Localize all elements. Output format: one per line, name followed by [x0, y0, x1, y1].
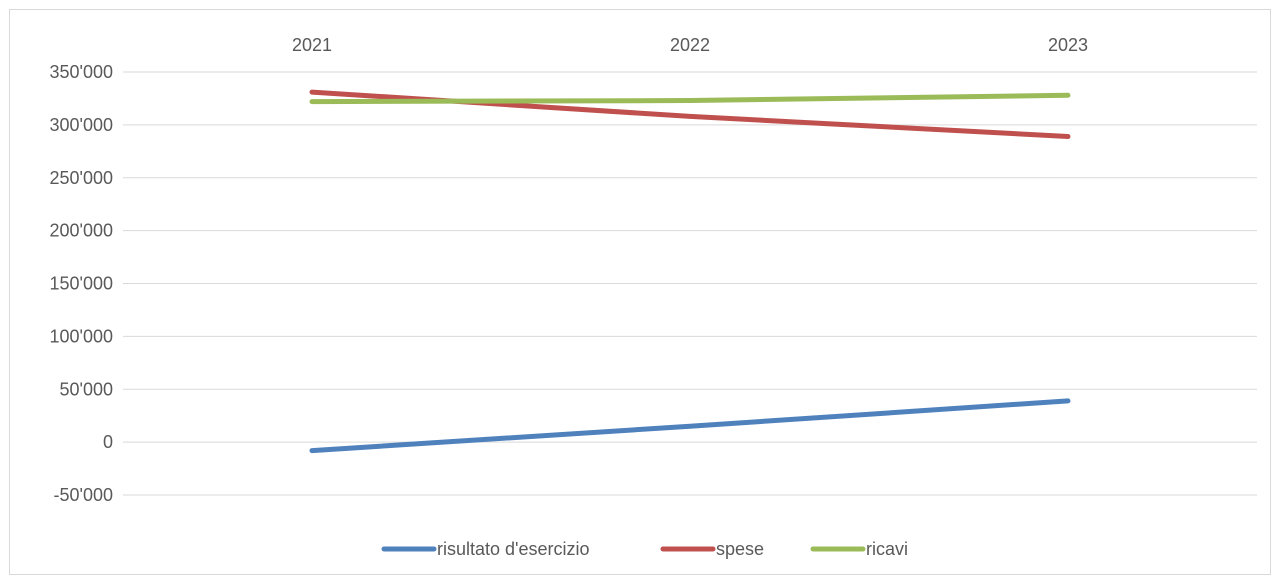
legend-item: risultato d'esercizio: [381, 539, 590, 559]
legend-item: ricavi: [810, 539, 908, 559]
gridlines: [123, 71, 1257, 496]
series-lines: [309, 89, 1071, 454]
x-tick-label: 2022: [670, 35, 710, 55]
series-line: [309, 398, 1071, 454]
chart-frame: [9, 9, 1271, 575]
legend-label: spese: [716, 539, 764, 559]
series-line: [309, 92, 1071, 105]
legend-label: ricavi: [866, 539, 908, 559]
x-tick-label: 2021: [292, 35, 332, 55]
y-tick-label: 150'000: [49, 274, 113, 294]
y-tick-label: 250'000: [49, 168, 113, 188]
x-tick-label: 2023: [1048, 35, 1088, 55]
y-tick-label: 100'000: [49, 326, 113, 346]
y-tick-label: 200'000: [49, 221, 113, 241]
legend-label: risultato d'esercizio: [437, 539, 590, 559]
y-tick-label: 300'000: [49, 115, 113, 135]
x-axis-tick-labels: 2021 2022 2023: [292, 35, 1088, 55]
legend-item: spese: [660, 539, 764, 559]
y-tick-label: -50'000: [54, 485, 113, 505]
y-tick-label: 0: [103, 432, 113, 452]
y-tick-label: 350'000: [49, 62, 113, 82]
y-axis-tick-labels: 350'000 300'000 250'000 200'000 150'000 100'0…: [49, 62, 113, 505]
legend: risultato d'esercizio spese ricavi: [381, 539, 908, 559]
y-tick-label: 50'000: [60, 379, 114, 399]
